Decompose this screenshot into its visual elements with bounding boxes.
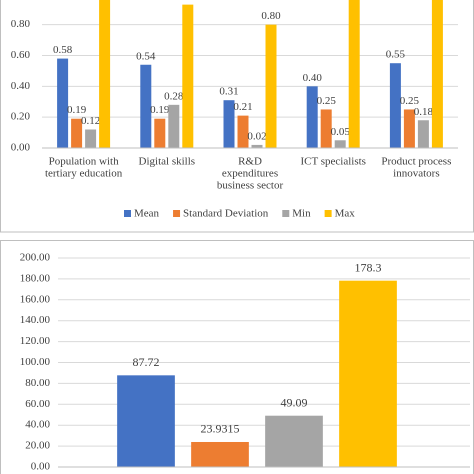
legend-swatch — [173, 210, 181, 217]
legend-swatch — [124, 210, 131, 217]
value-label: 0.25 — [317, 95, 337, 107]
bar — [389, 63, 401, 149]
x-tick-label: Digital skills — [139, 156, 196, 168]
legend-label: Mean — [134, 208, 160, 220]
bar — [306, 86, 318, 148]
x-tick-label: Product process — [381, 156, 451, 168]
bar — [85, 129, 97, 148]
bar — [99, 0, 111, 149]
value-label: 0.25 — [400, 95, 420, 107]
bar — [265, 415, 323, 467]
bar — [237, 115, 249, 148]
y-tick-label: 0.00 — [11, 142, 31, 154]
y-tick-label: 60.00 — [25, 398, 50, 410]
y-tick-label: 120.00 — [20, 335, 51, 347]
y-tick-label: 0.80 — [11, 18, 31, 30]
x-tick-label: business sector — [217, 180, 284, 192]
value-label: 0.05 — [331, 126, 351, 138]
value-label: 0.18 — [414, 106, 434, 118]
bar — [223, 100, 235, 148]
bar — [265, 24, 277, 149]
bar — [431, 0, 443, 149]
bar — [182, 4, 194, 148]
value-label: 23.9315 — [201, 422, 240, 436]
value-label: 0.58 — [53, 44, 73, 56]
legend-label: Min — [292, 208, 311, 220]
y-tick-label: 40.00 — [25, 419, 50, 431]
x-tick-label: R&D — [238, 156, 262, 168]
value-label: 0.21 — [233, 101, 252, 113]
value-label: 0.28 — [164, 90, 184, 102]
y-tick-label: 200.00 — [20, 252, 51, 264]
bar — [168, 104, 180, 148]
y-tick-label: 180.00 — [20, 272, 51, 284]
bar — [348, 0, 360, 149]
bar — [339, 280, 397, 467]
y-tick-label: 0.40 — [11, 80, 31, 92]
legend-swatch — [324, 210, 332, 217]
y-tick-label: 0.60 — [11, 49, 31, 61]
value-label: 0.55 — [386, 49, 406, 61]
value-label: 0.19 — [150, 104, 170, 116]
y-tick-label: 20.00 — [25, 440, 50, 452]
value-label: 0.40 — [303, 72, 323, 84]
y-tick-label: 160.00 — [20, 293, 51, 305]
value-label: 0.02 — [247, 130, 266, 142]
value-label: 49.09 — [281, 395, 308, 409]
x-tick-label: innovators — [393, 168, 439, 180]
legend-swatch — [282, 210, 290, 217]
bar — [320, 109, 332, 148]
bar — [191, 441, 249, 467]
x-tick-label: tertiary education — [45, 168, 123, 180]
legend-label: Max — [335, 208, 356, 220]
value-label: 0.12 — [81, 115, 100, 127]
bar — [71, 118, 83, 148]
value-label: 0.31 — [219, 86, 238, 98]
bar — [417, 120, 429, 148]
bar — [403, 109, 415, 148]
value-label: 0.54 — [136, 50, 156, 62]
x-tick-label: ICT specialists — [300, 156, 365, 168]
y-tick-label: 140.00 — [20, 314, 51, 326]
bar — [251, 144, 263, 148]
y-tick-label: 0.20 — [11, 111, 31, 123]
panel-border — [0, 240, 474, 474]
legend-label: Standard Deviation — [183, 208, 269, 220]
x-tick-label: expenditures — [222, 168, 278, 180]
value-label: 0.80 — [261, 10, 281, 22]
bar — [154, 118, 166, 148]
bar — [140, 64, 152, 148]
y-tick-label: 80.00 — [25, 377, 50, 389]
x-tick-label: Population with — [49, 156, 119, 168]
value-label: 87.72 — [133, 355, 160, 369]
y-tick-label: 0.00 — [31, 461, 51, 473]
bar — [334, 140, 346, 148]
value-label: 0.19 — [67, 104, 87, 116]
bar — [117, 375, 175, 467]
y-tick-label: 100.00 — [20, 356, 51, 368]
value-label: 178.3 — [355, 260, 382, 274]
bar — [57, 58, 69, 149]
